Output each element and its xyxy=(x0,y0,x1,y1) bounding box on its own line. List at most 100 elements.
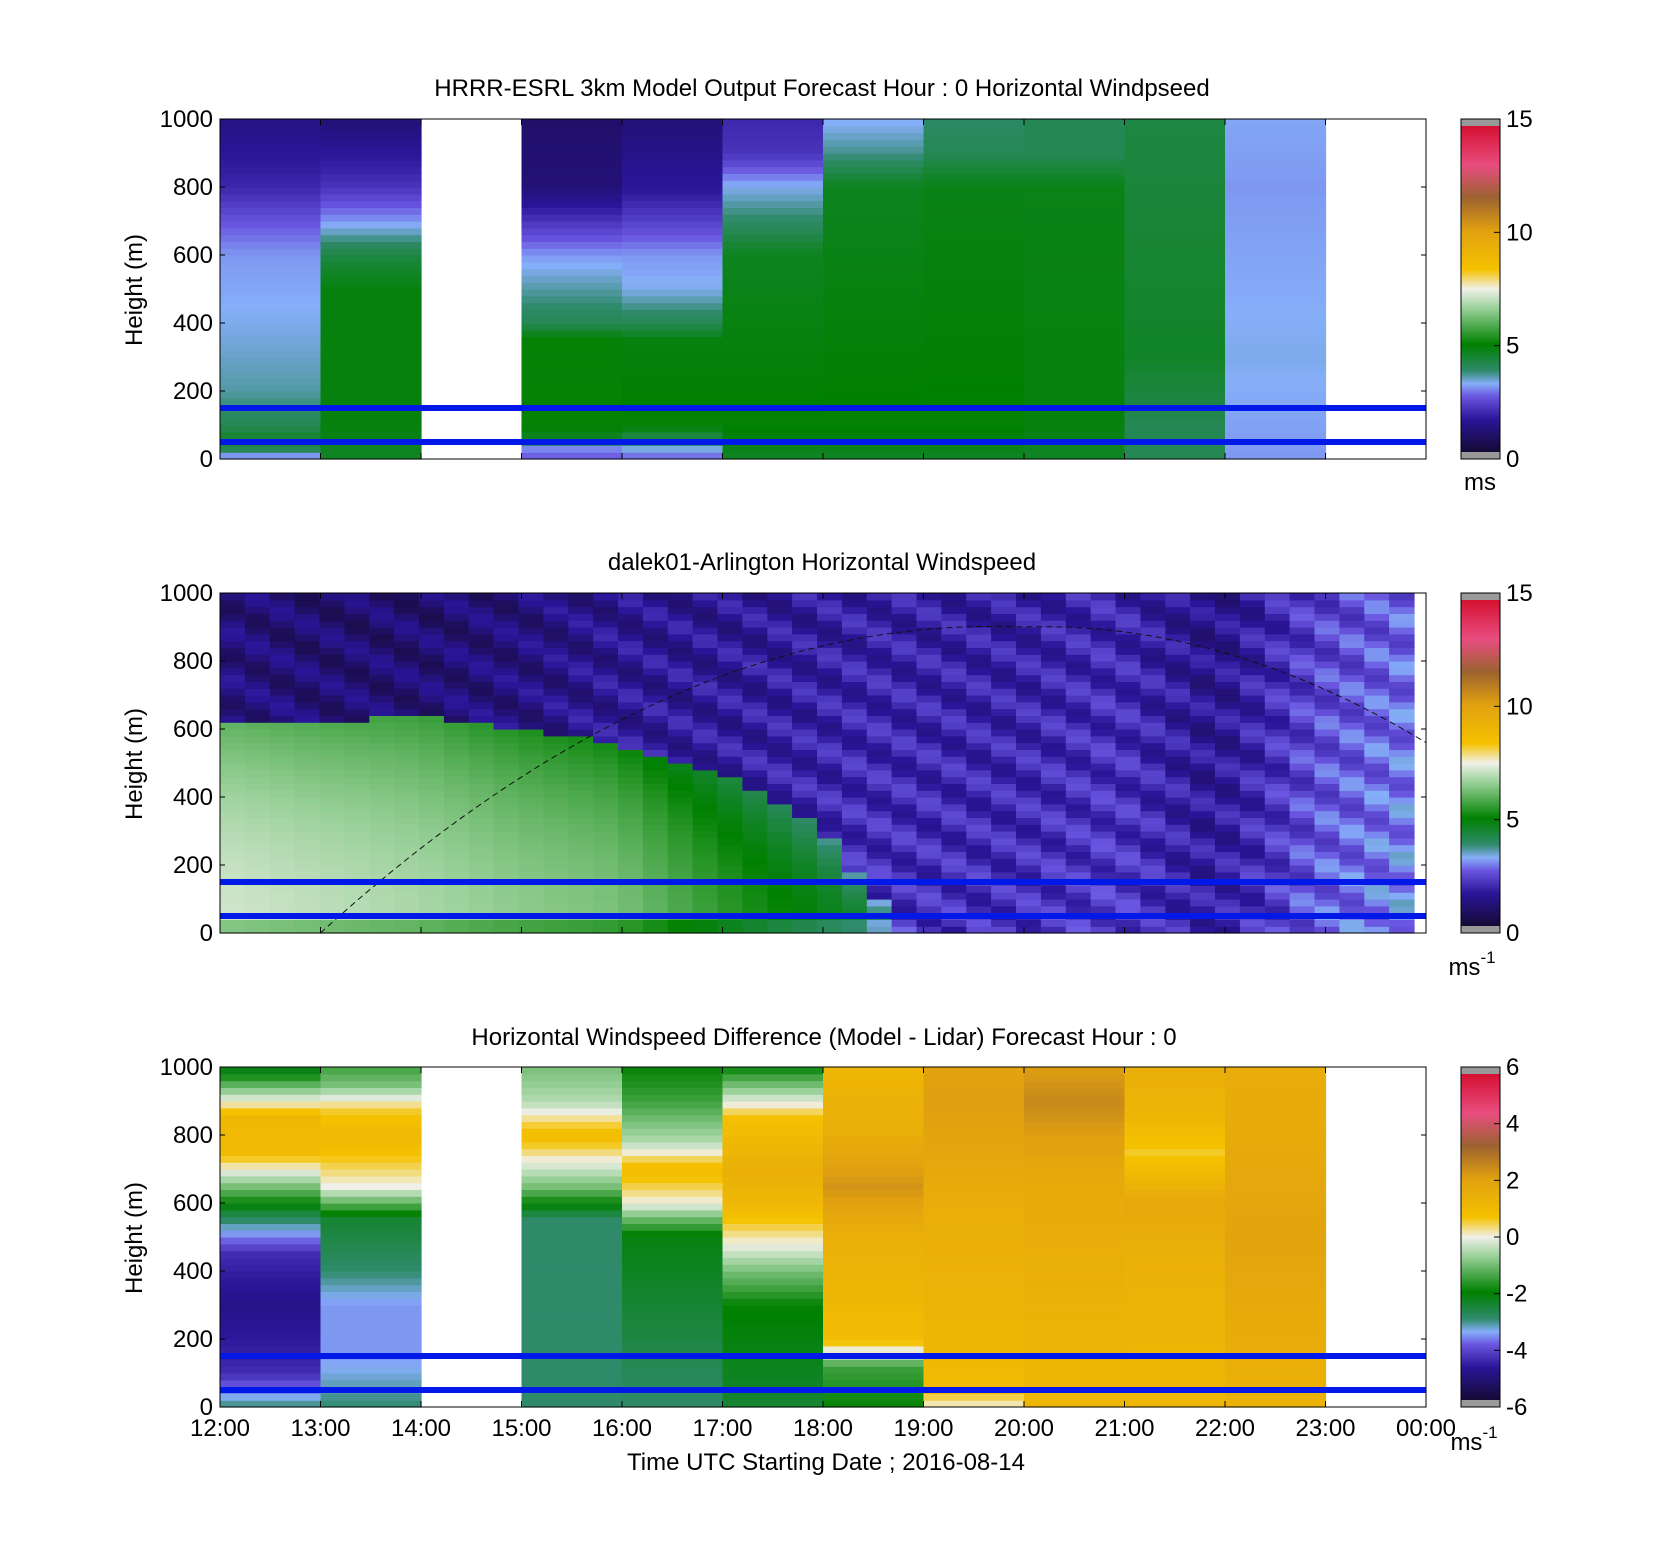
heatmap-cell xyxy=(667,803,694,812)
heatmap-cell xyxy=(841,831,868,839)
heatmap-cell xyxy=(823,241,925,249)
heatmap-cell xyxy=(1215,674,1241,682)
heatmap-cell xyxy=(941,640,967,648)
heatmap-cell xyxy=(1040,620,1067,628)
heatmap-cell xyxy=(220,295,322,304)
heatmap-cell xyxy=(1239,810,1266,818)
heatmap-cell xyxy=(1165,756,1191,764)
heatmap-cell xyxy=(1339,701,1365,710)
heatmap-cell xyxy=(742,824,768,832)
heatmap-cell xyxy=(767,661,793,669)
heatmap-cell xyxy=(493,661,520,669)
heatmap-cell xyxy=(1239,803,1266,812)
heatmap-cell xyxy=(1024,1182,1126,1190)
heatmap-cell xyxy=(923,1114,1025,1122)
heatmap-cell xyxy=(622,125,724,134)
heatmap-cell xyxy=(941,871,967,880)
y-tick-label: 1000 xyxy=(160,1054,213,1081)
heatmap-cell xyxy=(792,661,818,669)
heatmap-cell xyxy=(941,606,967,614)
heatmap-cell xyxy=(521,1162,623,1170)
heatmap-cell xyxy=(543,715,569,723)
heatmap-cell xyxy=(1225,1216,1327,1224)
heatmap-cell xyxy=(866,701,893,710)
heatmap-cell xyxy=(319,851,345,859)
heatmap-cell xyxy=(1225,1318,1327,1326)
heatmap-cell xyxy=(394,640,420,648)
heatmap-cell xyxy=(1239,695,1266,703)
heatmap-cell xyxy=(642,797,669,805)
heatmap-cell xyxy=(1289,599,1316,608)
heatmap-cell xyxy=(717,688,743,696)
heatmap-cell xyxy=(1124,221,1226,229)
heatmap-cell xyxy=(1225,431,1327,440)
heatmap-cell xyxy=(419,661,445,669)
panel-title: Horizontal Windspeed Difference (Model -… xyxy=(471,1024,1176,1051)
heatmap-cell xyxy=(320,1400,422,1408)
heatmap-cell xyxy=(966,701,992,710)
heatmap-cell xyxy=(294,627,321,635)
heatmap-cell xyxy=(568,695,594,703)
heatmap-cell xyxy=(269,756,296,764)
heatmap-cell xyxy=(521,193,623,202)
heatmap-cell xyxy=(1264,674,1291,682)
heatmap-cell xyxy=(722,1271,824,1279)
heatmap-cell xyxy=(1225,418,1327,426)
x-axis-label: Time UTC Starting Date ; 2016-08-14 xyxy=(627,1449,1025,1476)
heatmap-cell xyxy=(244,633,271,642)
heatmap-cell xyxy=(1040,776,1067,784)
heatmap-cell xyxy=(923,329,1025,338)
heatmap-cell xyxy=(1065,763,1092,771)
heatmap-cell xyxy=(823,1141,925,1150)
heatmap-cell xyxy=(1124,1223,1226,1231)
heatmap-cell xyxy=(717,695,743,703)
heatmap-cell xyxy=(1339,837,1365,846)
heatmap-cell xyxy=(543,769,569,778)
heatmap-cell xyxy=(394,695,420,703)
heatmap-cell xyxy=(817,865,843,873)
heatmap-cell xyxy=(823,1325,925,1333)
heatmap-cell xyxy=(722,370,824,378)
heatmap-cell xyxy=(1289,654,1316,662)
heatmap-cell xyxy=(543,633,569,642)
heatmap-cell xyxy=(568,797,594,805)
heatmap-cell xyxy=(1024,289,1126,297)
heatmap-cell xyxy=(1190,606,1216,614)
heatmap-cell xyxy=(767,681,793,689)
heatmap-cell xyxy=(823,1189,925,1197)
heatmap-cell xyxy=(891,769,918,778)
heatmap-cell xyxy=(1225,411,1327,419)
heatmap-cell xyxy=(319,871,345,880)
heatmap-cell xyxy=(1225,1359,1327,1367)
heatmap-cell xyxy=(1016,851,1042,859)
colorbar-unit: ms xyxy=(1464,469,1496,496)
heatmap-cell xyxy=(941,688,967,696)
heatmap-cell xyxy=(1289,810,1316,818)
heatmap-cell xyxy=(344,627,370,635)
heatmap-cell xyxy=(320,207,422,215)
heatmap-cell xyxy=(1040,674,1067,682)
heatmap-cell xyxy=(1289,885,1316,893)
heatmap-cell xyxy=(568,729,594,737)
heatmap-cell xyxy=(817,763,843,771)
heatmap-cell xyxy=(717,817,743,825)
heatmap-cell xyxy=(916,701,942,710)
heatmap-cell xyxy=(394,756,420,764)
heatmap-cell xyxy=(220,377,322,385)
heatmap-cell xyxy=(1124,411,1226,419)
heatmap-cell xyxy=(1140,599,1166,608)
heatmap-cell xyxy=(468,797,495,805)
heatmap-cell xyxy=(1289,817,1316,825)
heatmap-cell xyxy=(891,858,918,866)
heatmap-cell xyxy=(618,919,644,927)
heatmap-cell xyxy=(419,824,445,832)
heatmap-cell xyxy=(823,357,925,365)
heatmap-cell xyxy=(1339,633,1365,642)
heatmap-cell xyxy=(667,715,694,723)
heatmap-cell xyxy=(722,1373,824,1381)
heatmap-cell xyxy=(443,708,470,716)
heatmap-cell xyxy=(823,187,925,195)
heatmap-cell xyxy=(468,905,495,914)
heatmap-cell xyxy=(823,1332,925,1340)
heatmap-cell xyxy=(320,336,422,344)
